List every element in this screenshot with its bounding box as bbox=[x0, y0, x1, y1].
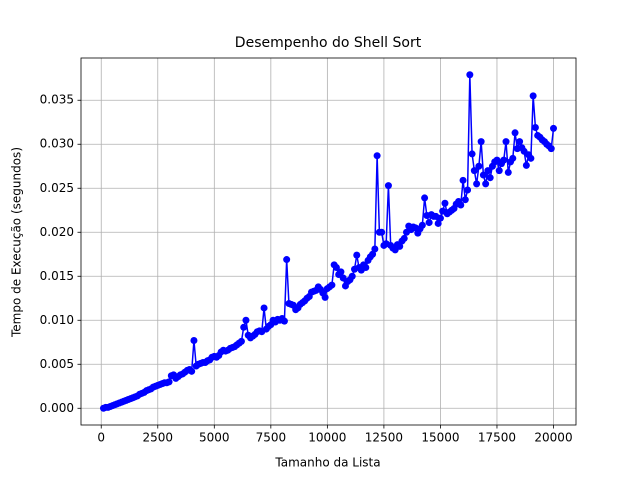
data-point bbox=[400, 234, 408, 242]
data-point bbox=[527, 154, 535, 162]
data-point bbox=[531, 124, 539, 132]
data-point bbox=[434, 219, 442, 227]
data-point bbox=[511, 129, 519, 137]
x-tick-label: 12500 bbox=[365, 431, 403, 445]
data-point bbox=[418, 221, 426, 229]
data-point bbox=[459, 176, 467, 184]
data-point bbox=[464, 186, 472, 194]
y-tick-label: 0.005 bbox=[40, 357, 74, 371]
data-point bbox=[353, 251, 361, 259]
data-point bbox=[260, 304, 268, 312]
y-tick-label: 0.020 bbox=[40, 225, 74, 239]
y-tick-label: 0.025 bbox=[40, 181, 74, 195]
data-point bbox=[550, 124, 557, 132]
data-point bbox=[486, 174, 494, 182]
data-point bbox=[371, 245, 379, 253]
data-point bbox=[242, 316, 250, 324]
data-point bbox=[441, 199, 449, 207]
data-point bbox=[384, 182, 392, 190]
data-point bbox=[332, 263, 340, 271]
data-point bbox=[495, 167, 503, 175]
data-point bbox=[190, 337, 198, 345]
y-axis-label: Tempo de Execução (segundos) bbox=[10, 147, 24, 338]
data-point bbox=[369, 250, 377, 258]
data-point bbox=[457, 201, 465, 209]
data-point bbox=[188, 367, 196, 375]
data-point bbox=[421, 194, 429, 202]
data-point bbox=[337, 268, 345, 276]
y-tick-label: 0.000 bbox=[40, 401, 74, 415]
data-point bbox=[461, 196, 469, 204]
y-tick-label: 0.015 bbox=[40, 269, 74, 283]
data-point bbox=[165, 378, 173, 386]
data-point bbox=[484, 167, 492, 175]
x-tick-label: 17500 bbox=[478, 431, 516, 445]
data-point bbox=[280, 317, 288, 325]
data-point bbox=[468, 150, 476, 158]
data-point bbox=[396, 242, 404, 250]
data-point bbox=[436, 214, 444, 222]
x-tick-label: 7500 bbox=[256, 431, 287, 445]
data-point bbox=[522, 161, 530, 169]
x-tick-label: 0 bbox=[97, 431, 105, 445]
data-point bbox=[482, 180, 490, 188]
y-tick-label: 0.010 bbox=[40, 313, 74, 327]
data-point bbox=[470, 167, 478, 175]
data-point bbox=[283, 256, 291, 264]
x-tick-label: 20000 bbox=[534, 431, 572, 445]
data-point bbox=[547, 145, 555, 153]
data-point bbox=[348, 272, 356, 280]
y-tick-label: 0.035 bbox=[40, 93, 74, 107]
data-point bbox=[479, 171, 487, 179]
data-point bbox=[373, 152, 381, 160]
data-point bbox=[466, 71, 474, 79]
data-point bbox=[321, 293, 329, 301]
x-axis-label: Tamanho da Lista bbox=[274, 456, 380, 470]
data-line bbox=[103, 74, 555, 409]
data-point bbox=[362, 263, 370, 271]
data-point bbox=[529, 92, 537, 100]
x-tick-label: 15000 bbox=[421, 431, 459, 445]
x-tick-label: 5000 bbox=[199, 431, 230, 445]
data-point bbox=[504, 168, 512, 176]
data-point bbox=[475, 162, 483, 170]
x-tick-label: 10000 bbox=[308, 431, 346, 445]
data-point bbox=[509, 154, 517, 162]
x-tick-label: 2500 bbox=[142, 431, 173, 445]
data-point bbox=[240, 323, 248, 331]
data-point bbox=[237, 337, 245, 345]
data-point bbox=[328, 281, 336, 289]
data-point bbox=[502, 138, 510, 146]
data-point bbox=[500, 156, 508, 164]
plot-frame bbox=[80, 57, 577, 426]
chart-title: Desempenho do Shell Sort bbox=[235, 35, 422, 51]
data-point bbox=[516, 138, 524, 146]
data-point bbox=[473, 180, 481, 188]
data-point bbox=[378, 228, 386, 236]
data-point bbox=[477, 138, 485, 146]
data-point bbox=[425, 219, 433, 227]
y-tick-label: 0.030 bbox=[40, 137, 74, 151]
